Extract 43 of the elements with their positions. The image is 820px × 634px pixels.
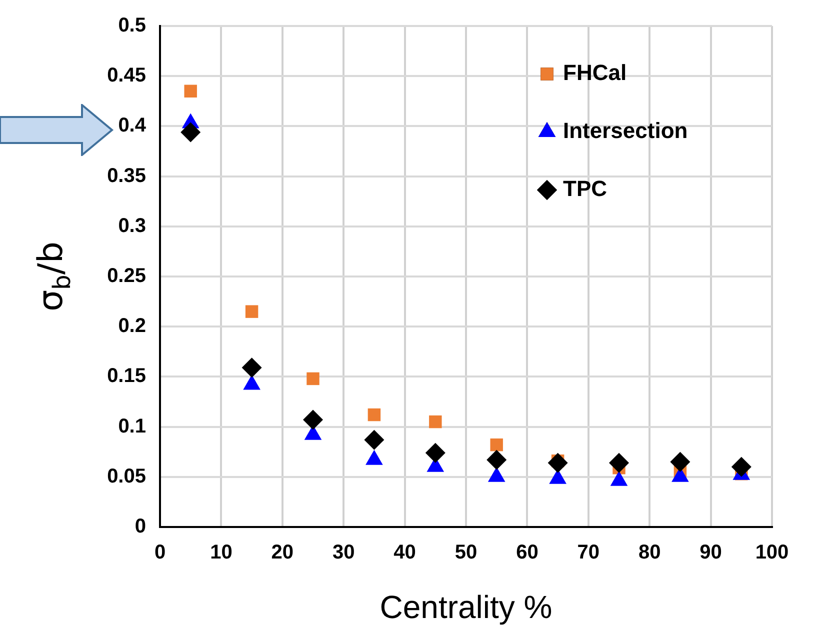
y-tick-label: 0.5 [118,14,146,37]
y-tick-label: 0 [134,516,146,538]
point [245,305,258,318]
point [364,430,384,450]
legend-label: TPC [563,176,608,202]
point [242,358,262,378]
point [180,122,201,142]
point [303,410,323,430]
x-tick-label: 0 [154,542,166,564]
x-tick-label: 90 [700,542,722,564]
legend-label: Intersection [563,118,688,144]
point [184,84,197,98]
x-tick-label: 50 [454,542,478,564]
x-tick-label: 70 [577,542,600,564]
y-tick-label: 0.15 [107,365,146,388]
point [368,408,381,422]
point [425,442,446,463]
x-tick-label: 20 [271,542,294,564]
legend-label: FHCal [563,60,627,86]
point [670,452,690,472]
x-tick-label: 10 [210,542,232,564]
point [731,456,752,477]
point [490,438,503,452]
point [429,415,442,428]
y-tick-label: 0.45 [107,64,146,87]
y-tick-label: 0.05 [107,465,146,488]
y-axis-title: σb/b [31,242,76,312]
x-tick-label: 100 [755,542,789,564]
x-tick-label: 60 [516,542,538,564]
point [306,372,320,386]
y-tick-label: 0.4 [118,114,147,137]
x-axis-title: Centrality % [380,589,552,625]
y-tick-label: 0.1 [118,415,146,438]
y-tick-label: 0.2 [118,315,146,338]
x-tick-label: 80 [638,542,661,564]
point [548,452,568,473]
y-tick-label: 0.25 [107,265,146,288]
x-tick-label: 40 [394,542,416,564]
x-tick-label: 30 [332,542,355,564]
y-tick-label: 0.35 [107,164,146,187]
point [486,450,507,470]
point [609,452,629,473]
y-tick-label: 0.3 [118,214,146,237]
